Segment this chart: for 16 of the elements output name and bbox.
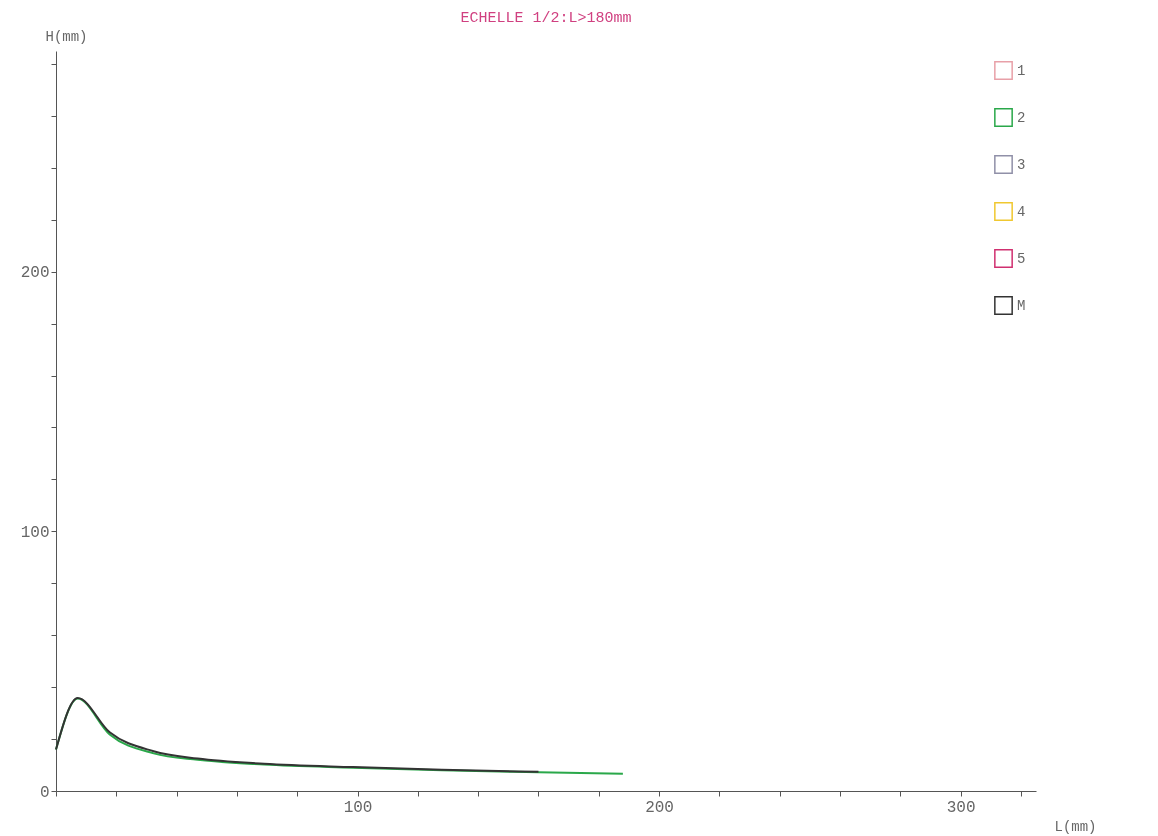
chart-title: ECHELLE 1/2:L>180mm — [460, 10, 632, 27]
legend-label: 5 — [1017, 250, 1026, 267]
y-tick-label: 0 — [39, 783, 50, 802]
x-axis-title: L(mm) — [1054, 818, 1097, 835]
y-tick-label: 100 — [20, 523, 50, 542]
legend-label: 4 — [1017, 203, 1026, 220]
legend-label: 1 — [1017, 62, 1026, 79]
legend-label: 3 — [1017, 156, 1026, 173]
line-series — [55, 697, 540, 773]
x-tick-label: 300 — [946, 798, 976, 817]
y-tick-label: 200 — [20, 264, 50, 283]
legend-label: 2 — [1017, 109, 1026, 126]
legend-label: M — [1017, 297, 1026, 314]
x-tick-label: 200 — [645, 798, 674, 817]
x-tick-label: 100 — [343, 798, 373, 817]
y-axis-title: H(mm) — [45, 28, 88, 45]
